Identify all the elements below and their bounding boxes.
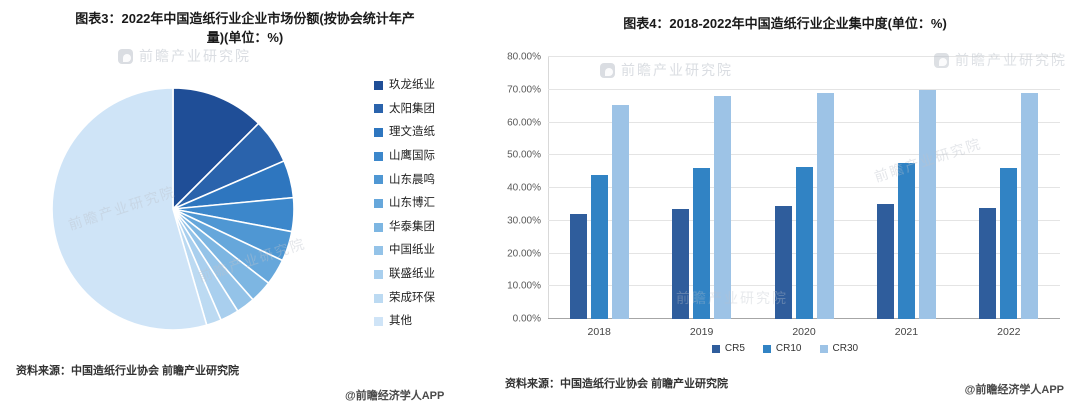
bar-group-2020 <box>753 57 855 319</box>
pie-legend-item: 太阳集团 <box>374 103 435 116</box>
legend-swatch-icon <box>374 80 383 90</box>
x-axis-label: 2019 <box>689 326 714 338</box>
pie-slice-1 <box>172 87 260 211</box>
y-tick-label: 30.00% <box>507 215 541 227</box>
legend-swatch-icon <box>374 269 383 279</box>
pie-legend-item: 联盛纸业 <box>374 268 435 281</box>
pie-legend-item: 山鹰国际 <box>374 150 435 163</box>
y-tick-label: 60.00% <box>507 117 541 128</box>
bar-groups <box>548 57 1060 319</box>
legend-swatch-icon <box>374 317 383 327</box>
bar-cr10-2021 <box>897 163 915 319</box>
legend-swatch-icon <box>711 344 720 353</box>
legend-label: 山东晨鸣 <box>389 173 435 186</box>
legend-label: 理文造纸 <box>389 126 435 139</box>
x-axis-label: 2022 <box>997 326 1021 338</box>
y-tick-label: 80.00% <box>507 51 541 63</box>
bar-cr10-2022 <box>1000 168 1018 319</box>
bar-cr30-2018 <box>611 104 629 319</box>
bar-cr5-2019 <box>672 209 690 319</box>
bar-plot-area: 2018 2019 2020 2021 2022 0.00% 10.00% 20.00% 30… <box>507 52 1060 338</box>
source-note-right: 资料来源：中国造纸行业协会 前瞻产业研究院 <box>505 378 729 390</box>
y-axis-line <box>548 57 549 319</box>
bar-cr5-2022 <box>979 207 997 319</box>
legend-label: 山东博汇 <box>389 197 435 210</box>
pie-legend-item: 山东晨鸣 <box>374 174 435 187</box>
legend-swatch-icon <box>374 151 383 161</box>
y-tick-label: 20.00% <box>507 248 541 259</box>
bar-cr5-2020 <box>774 206 792 319</box>
bar-legend-item: CR5 <box>711 343 745 354</box>
bar-group-2019 <box>650 57 752 319</box>
bar-cr30-2021 <box>918 89 936 319</box>
legend-label: 荣成环保 <box>389 291 435 304</box>
bar-cr5-2018 <box>569 214 587 319</box>
legend-label: 太阳集团 <box>389 102 435 115</box>
gridline <box>548 121 1060 123</box>
watermark-handle-left: @前瞻经济学人APP <box>345 390 445 402</box>
legend-label: 玖龙纸业 <box>389 79 435 91</box>
pie-legend-item: 华泰集团 <box>374 221 435 234</box>
legend-label: CR5 <box>724 343 745 354</box>
legend-swatch-icon <box>819 344 828 353</box>
gridline <box>548 154 1060 156</box>
x-axis-label: 2018 <box>587 326 611 338</box>
legend-swatch-icon <box>762 344 771 353</box>
y-tick-label: 70.00% <box>507 84 541 96</box>
x-axis-label: 2020 <box>792 326 816 338</box>
bar-cr30-2022 <box>1021 93 1039 319</box>
bar-legend-item: CR30 <box>819 343 859 354</box>
bar-chart-title: 图表4：2018-2022年中国造纸行业企业集中度(单位：%) <box>623 16 947 31</box>
bar-cr10-2019 <box>693 168 711 319</box>
pie-legend-item: 山东博汇 <box>374 197 435 210</box>
pie-legend: 玖龙纸业太阳集团理文造纸山鹰国际山东晨鸣山东博汇华泰集团中国纸业联盛纸业荣成环保… <box>374 79 435 328</box>
x-axis-label: 2021 <box>894 326 919 338</box>
bar-group-2022 <box>958 57 1060 319</box>
gridline <box>548 88 1060 90</box>
legend-swatch-icon <box>374 246 383 256</box>
pie-legend-item: 其他 <box>374 315 435 328</box>
bar-legend: CR5 CR10 CR30 <box>490 343 1080 354</box>
y-tick-label: 50.00% <box>507 149 541 161</box>
bar-group-2021 <box>855 57 957 319</box>
pie-slice-11 <box>51 87 208 331</box>
legend-swatch-icon <box>374 199 383 209</box>
bar-cr5-2021 <box>876 204 894 319</box>
legend-label: CR30 <box>832 343 859 354</box>
bar-cr30-2020 <box>816 93 834 319</box>
pie-chart-panel: 图表3：2022年中国造纸行业企业市场份额(按协会统计年产量)(单位：%) 玖龙… <box>0 0 490 411</box>
gridline <box>548 56 1060 57</box>
legend-swatch-icon <box>374 128 383 138</box>
bar-legend-item: CR10 <box>762 343 802 354</box>
source-note-left: 资料来源：中国造纸行业协会 前瞻产业研究院 <box>16 365 240 377</box>
bar-cr10-2018 <box>590 174 608 319</box>
bar-cr30-2019 <box>714 96 732 319</box>
y-tick-label: 0.00% <box>512 313 541 325</box>
pie-legend-item: 荣成环保 <box>374 292 435 305</box>
pie-legend-item: 玖龙纸业 <box>374 79 435 92</box>
legend-label: 其他 <box>389 315 412 328</box>
pie-legend-item: 中国纸业 <box>374 244 435 257</box>
bar-cr10-2020 <box>795 166 813 319</box>
pie-chart <box>51 87 295 331</box>
legend-swatch-icon <box>374 104 383 114</box>
watermark-handle-right: @前瞻经济学人APP <box>964 384 1064 396</box>
x-axis-labels: 2018 2019 2020 2021 2022 <box>548 326 1060 338</box>
bar-group-2018 <box>548 57 650 319</box>
legend-swatch-icon <box>374 175 383 185</box>
bar-chart-panel: 图表4：2018-2022年中国造纸行业企业集中度(单位：%) 2018 2019… <box>490 0 1080 411</box>
legend-label: 山鹰国际 <box>389 149 435 162</box>
legend-swatch-icon <box>374 222 383 232</box>
legend-label: 联盛纸业 <box>389 268 435 281</box>
pie-legend-item: 理文造纸 <box>374 126 435 139</box>
legend-label: 中国纸业 <box>389 244 435 257</box>
pie-chart-title: 图表3：2022年中国造纸行业企业市场份额(按协会统计年产量)(单位：%) <box>75 11 415 45</box>
y-tick-label: 10.00% <box>507 280 541 292</box>
legend-swatch-icon <box>374 293 383 303</box>
y-tick-label: 40.00% <box>507 182 541 194</box>
legend-label: 华泰集团 <box>389 220 435 233</box>
legend-label: CR10 <box>775 343 802 354</box>
